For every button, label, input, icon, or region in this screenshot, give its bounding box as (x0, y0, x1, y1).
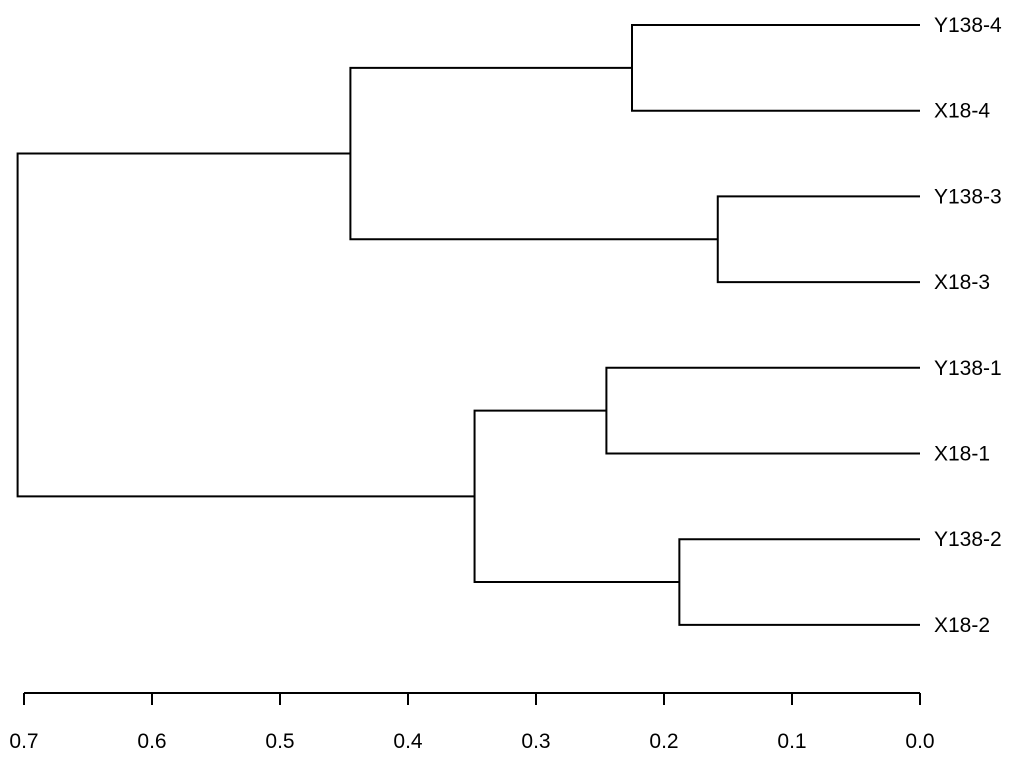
x-axis: 0.7 0.6 0.5 0.4 0.3 0.2 0.1 0.0 (9, 692, 935, 753)
leaf-label: X18-3 (934, 271, 990, 294)
dendrogram-branches (16, 24, 920, 626)
leaf-label: Y138-1 (934, 357, 1002, 380)
leaf-label: Y138-2 (934, 528, 1002, 551)
leaf-labels: Y138-4 X18-4 Y138-3 X18-3 Y138-1 X18-1 Y138-2 X… (934, 14, 1002, 637)
x-axis-tick-label: 0.2 (649, 730, 678, 753)
x-axis-tick-label: 0.3 (521, 730, 550, 753)
dendrogram-branch-d (605, 366, 920, 455)
dendrogram-branch-b (716, 195, 920, 284)
leaf-label: X18-1 (934, 443, 990, 466)
dendrogram-branch-c (349, 66, 718, 241)
dendrogram-branch-a (631, 24, 920, 112)
x-axis-tick-label: 0.1 (777, 730, 806, 753)
dendrogram-branch-f (473, 409, 680, 584)
x-axis-tick-label: 0.0 (905, 730, 934, 753)
leaf-label: Y138-4 (934, 14, 1002, 37)
leaf-label: Y138-3 (934, 185, 1002, 208)
x-axis-tick-label: 0.7 (9, 730, 38, 753)
dendrogram-branch-e (678, 538, 920, 626)
x-axis-tick-label: 0.6 (137, 730, 166, 753)
x-axis-tick-label: 0.5 (265, 730, 294, 753)
leaf-label: X18-2 (934, 614, 990, 637)
leaf-label: X18-4 (934, 100, 990, 123)
dendrogram-branch-g (16, 152, 475, 498)
x-axis-tick-label: 0.4 (393, 730, 423, 753)
